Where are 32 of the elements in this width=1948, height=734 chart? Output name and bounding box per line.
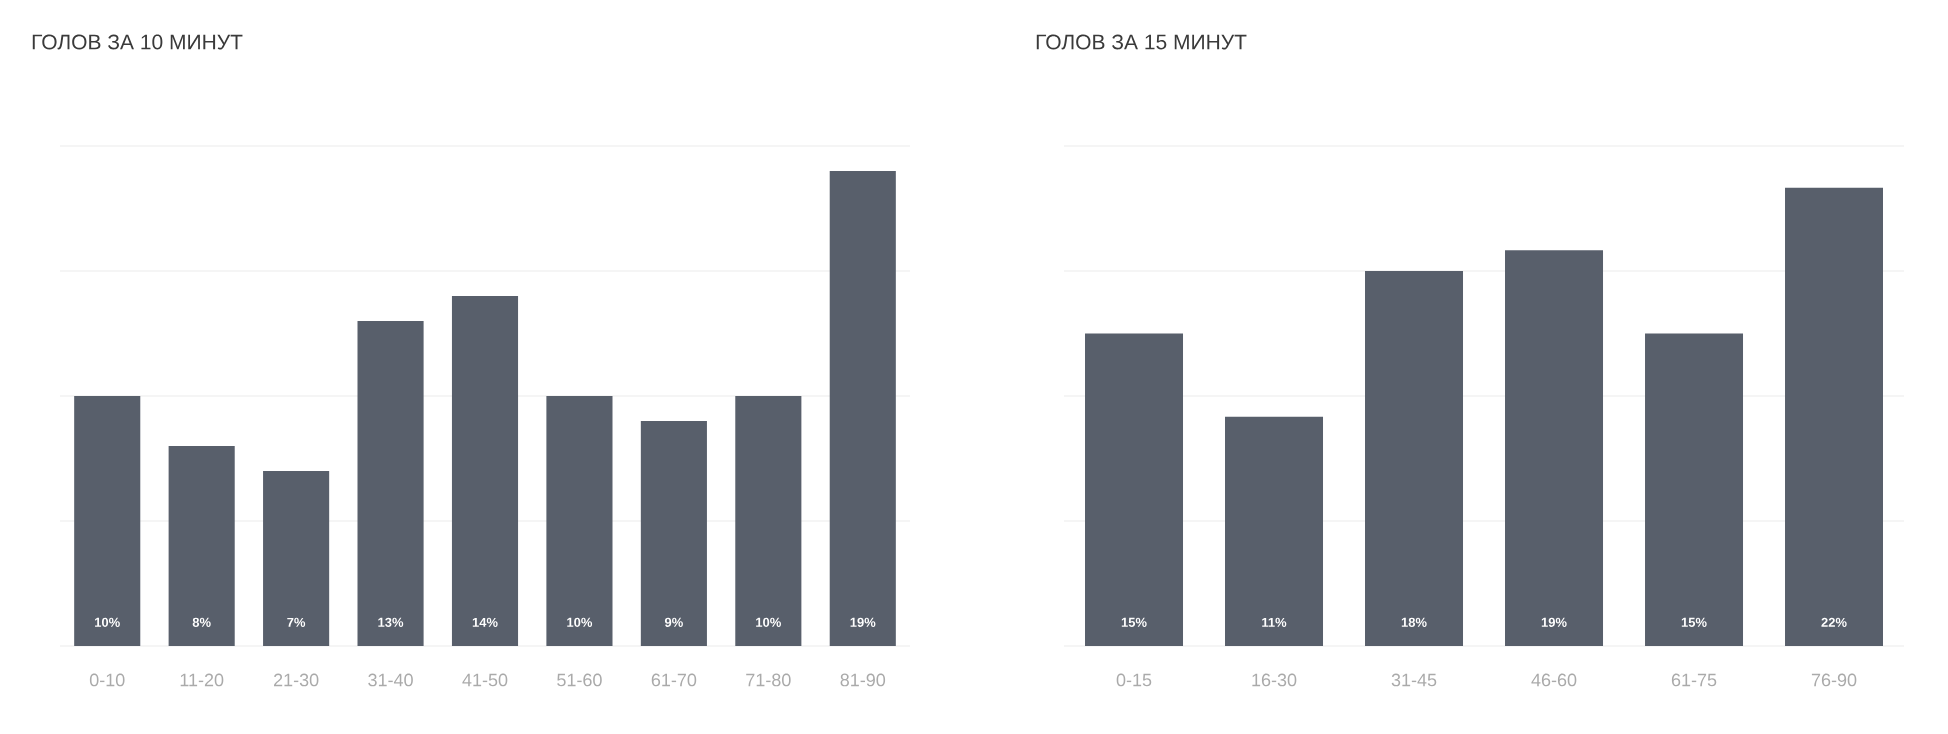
x-tick-label: 31-40	[368, 673, 413, 687]
x-tick-label: 76-90	[1811, 673, 1857, 687]
bar	[1085, 333, 1184, 646]
x-tick-label: 51-60	[557, 673, 602, 687]
x-tick-label: 61-70	[651, 673, 697, 687]
x-tick-label: 41-50	[462, 673, 508, 687]
bar	[263, 471, 330, 646]
bar	[1365, 271, 1464, 646]
bar	[1785, 187, 1884, 646]
x-tick-label: 46-60	[1531, 673, 1577, 687]
bar	[640, 420, 707, 646]
bar	[829, 171, 896, 646]
x-tick-label: 16-30	[1252, 673, 1297, 687]
bar	[1645, 333, 1744, 646]
x-tick-label: 0-10	[89, 673, 125, 687]
bar	[74, 395, 141, 646]
x-tick-label: 61-75	[1671, 673, 1717, 687]
bar	[357, 321, 424, 646]
bar	[451, 296, 519, 646]
x-tick-label: 71-80	[746, 673, 791, 687]
chart-title: ГОЛОВ ЗА 10 МИНУТ	[32, 34, 243, 50]
x-tick-label: 81-90	[840, 673, 886, 687]
bar	[546, 395, 613, 646]
bar	[168, 446, 235, 646]
x-tick-label: 0-15	[1116, 673, 1152, 687]
bar	[1225, 416, 1324, 646]
x-tick-label: 21-30	[274, 673, 319, 687]
bar	[1505, 250, 1604, 646]
chart-title: ГОЛОВ ЗА 15 МИНУТ	[1036, 34, 1247, 50]
bar	[735, 395, 802, 646]
x-tick-label: 31-45	[1391, 673, 1437, 687]
x-tick-label: 11-20	[180, 673, 224, 687]
